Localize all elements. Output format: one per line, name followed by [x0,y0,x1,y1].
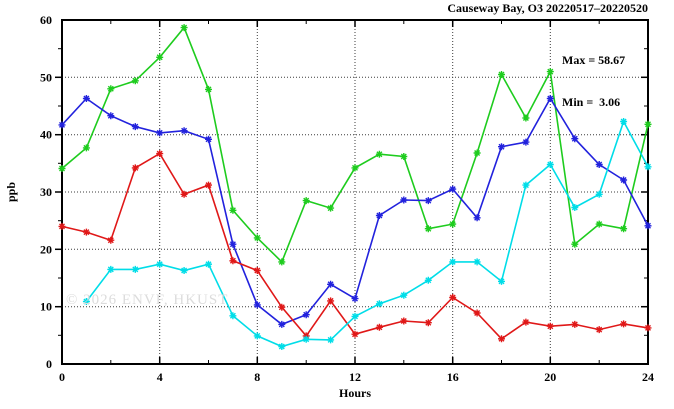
x-tick-label: 16 [447,370,459,384]
y-tick-label: 60 [40,13,52,27]
series-green [58,24,652,266]
x-tick-label: 4 [157,370,163,384]
series-cyan-line [85,119,649,348]
x-tick-label: 8 [254,370,260,384]
maxmin-annotation: Max = 58.67 Min = 3.06 [562,25,625,123]
x-tick-label: 20 [544,370,556,384]
max-value-label: Max = 58.67 [562,53,626,67]
watermark: © 2026 ENVF, HKUST [66,292,229,308]
y-tick-label: 10 [40,300,52,314]
series-blue [58,95,652,328]
y-tick-label: 40 [40,128,52,142]
series-red-markers [58,150,652,343]
series-cyan-markers [82,118,652,350]
x-axis-label: Hours [339,386,371,400]
y-tick-label: 20 [40,242,52,256]
series-blue-markers [58,95,652,328]
y-tick-label: 30 [40,185,52,199]
series-cyan [82,118,652,350]
x-tick-label: 24 [642,370,654,384]
min-value-label: Min = 3.06 [562,95,621,109]
y-tick-label: 0 [46,357,52,371]
x-tick-label: 12 [349,370,361,384]
series-green-markers [58,24,652,266]
chart-title: Causeway Bay, O3 20220517–20220520 [447,1,648,15]
y-axis-label: ppb [4,182,18,202]
series-red [58,150,652,343]
y-tick-label: 50 [40,70,52,84]
x-tick-label: 0 [59,370,65,384]
